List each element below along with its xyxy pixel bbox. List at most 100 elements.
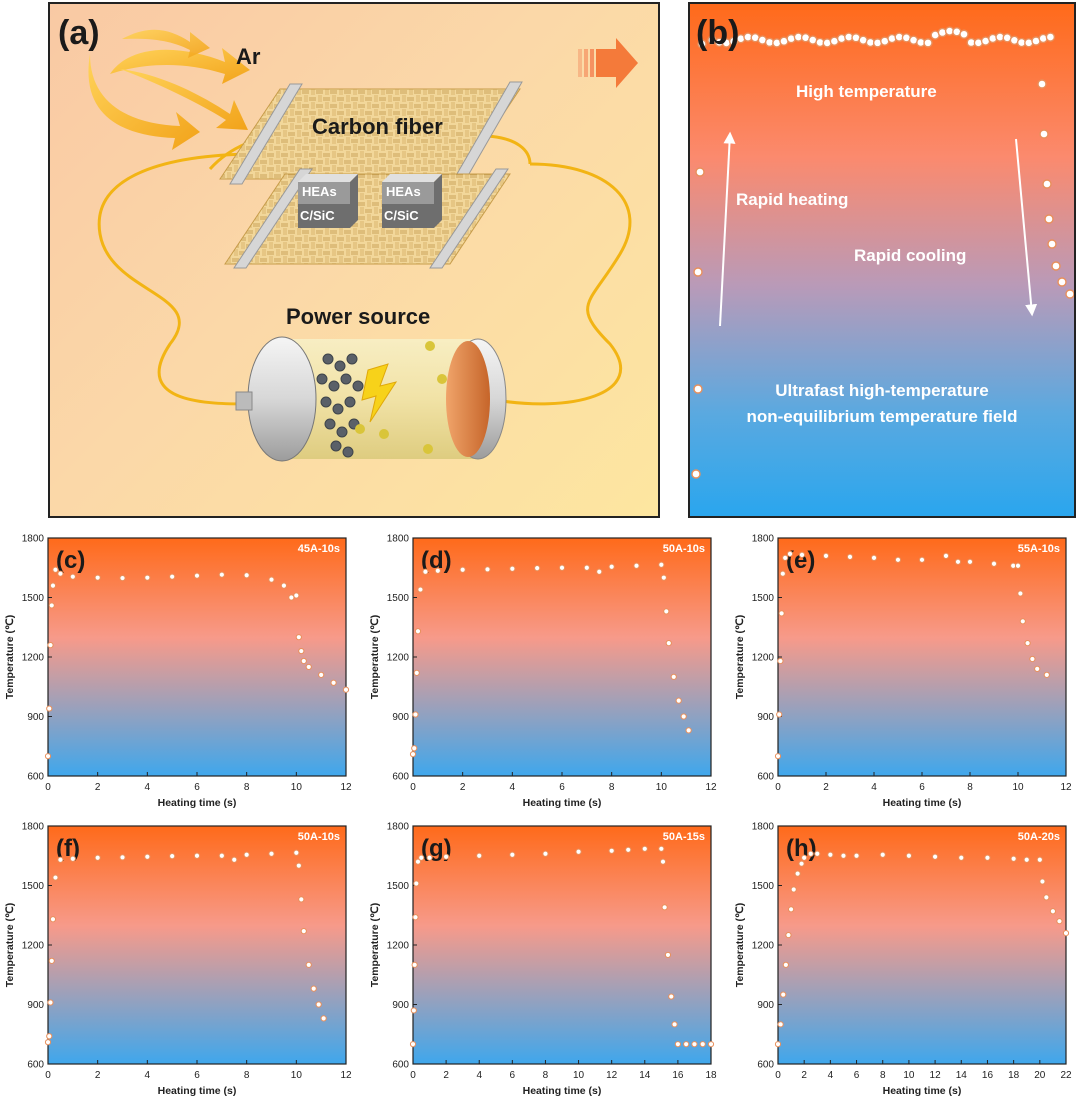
x-tick-label: 12 xyxy=(1060,782,1072,793)
data-point xyxy=(509,851,516,858)
y-tick-label: 1500 xyxy=(22,881,45,892)
temperature-field-line-2: non-equilibrium temperature field xyxy=(746,407,1018,426)
data-point xyxy=(298,647,305,655)
x-tick-label: 6 xyxy=(510,1070,516,1081)
y-tick-label: 1200 xyxy=(752,653,775,664)
panel-b-marker xyxy=(923,38,933,48)
data-point xyxy=(675,697,682,704)
data-point xyxy=(782,961,789,968)
data-point xyxy=(295,862,302,869)
data-point xyxy=(596,568,603,575)
data-point xyxy=(409,1041,417,1048)
data-point xyxy=(243,851,250,858)
sample-block-2 xyxy=(382,174,442,228)
gas-label: Ar xyxy=(236,44,261,69)
y-tick-label: 600 xyxy=(392,1060,409,1071)
data-point xyxy=(966,558,974,565)
x-tick-label: 2 xyxy=(460,782,466,793)
x-tick-label: 0 xyxy=(410,1070,416,1081)
data-point xyxy=(1029,655,1036,663)
data-point xyxy=(668,993,675,1000)
y-tick-label: 1200 xyxy=(387,941,410,952)
data-point xyxy=(990,560,998,567)
y-tick-label: 600 xyxy=(392,772,409,783)
data-point xyxy=(670,673,677,680)
condition-label: 50A-10s xyxy=(298,831,340,843)
x-tick-label: 14 xyxy=(639,1070,651,1081)
y-axis-label: Temperature (℃) xyxy=(734,903,746,988)
data-point xyxy=(778,610,785,617)
x-tick-label: 8 xyxy=(609,782,615,793)
y-tick-label: 1500 xyxy=(752,593,775,604)
panel-b-data-markers xyxy=(691,26,1074,479)
data-point xyxy=(342,686,350,693)
data-point xyxy=(413,880,420,887)
data-point xyxy=(52,874,59,881)
carbon-fiber-sheet-lower xyxy=(224,168,511,269)
condition-label: 50A-15s xyxy=(663,831,705,843)
data-point xyxy=(305,961,312,968)
data-point xyxy=(1043,894,1050,901)
rapid-cooling-arrow xyxy=(1015,138,1038,317)
data-point xyxy=(658,845,665,852)
sample-1-top-label: HEAs xyxy=(302,184,337,199)
y-tick-label: 1800 xyxy=(752,822,775,833)
data-point xyxy=(414,858,422,865)
data-point xyxy=(47,642,54,649)
data-point xyxy=(790,886,797,893)
data-point xyxy=(776,711,783,718)
plot-area xyxy=(777,537,1067,777)
y-tick-label: 1200 xyxy=(22,653,45,664)
data-point xyxy=(57,570,64,577)
x-tick-label: 14 xyxy=(956,1070,968,1081)
data-point xyxy=(894,556,902,563)
data-point xyxy=(305,663,312,671)
data-point xyxy=(660,574,667,581)
data-point xyxy=(777,657,784,665)
data-point xyxy=(1010,855,1017,862)
data-point xyxy=(801,854,808,861)
data-point xyxy=(827,851,834,858)
data-point xyxy=(509,565,516,572)
data-point xyxy=(443,853,450,860)
data-point xyxy=(1034,665,1041,672)
power-source-cylinder xyxy=(235,336,507,462)
data-point xyxy=(411,745,418,752)
x-tick-label: 12 xyxy=(340,782,352,793)
y-tick-label: 600 xyxy=(27,1060,44,1071)
panel-b-marker xyxy=(1045,32,1056,42)
data-point xyxy=(779,570,786,577)
panel-a-schematic: (a) Ar Carbon fiber HEAs C/SiC HEAs C/Si… xyxy=(48,2,660,518)
panel-b-marker xyxy=(1039,129,1049,139)
data-point xyxy=(822,552,830,559)
x-tick-label: 4 xyxy=(145,782,151,793)
data-point xyxy=(410,1007,417,1014)
y-tick-label: 1200 xyxy=(752,941,775,952)
power-source-label: Power source xyxy=(286,304,431,329)
data-point xyxy=(1036,856,1043,863)
carbon-fiber-label: Carbon fiber xyxy=(312,114,443,139)
x-tick-label: 0 xyxy=(45,1070,51,1081)
data-point xyxy=(1024,640,1031,647)
chart-c: 0 2 4 6 8 10 12 600 900 1200 1500 1800 Heating time … xyxy=(4,534,352,810)
data-point xyxy=(659,858,667,865)
data-point xyxy=(608,563,615,570)
y-tick-label: 1800 xyxy=(22,822,45,833)
data-point xyxy=(422,568,429,575)
y-tick-label: 900 xyxy=(392,712,409,723)
y-tick-label: 600 xyxy=(757,772,774,783)
data-point xyxy=(794,870,801,877)
data-point xyxy=(853,852,860,859)
x-tick-label: 10 xyxy=(291,782,303,793)
plot-area xyxy=(47,825,347,1065)
data-point xyxy=(1062,930,1070,937)
data-point xyxy=(780,991,787,998)
carbon-fiber-sheet-upper xyxy=(219,81,523,187)
y-tick-label: 1800 xyxy=(387,822,410,833)
x-tick-label: 8 xyxy=(244,782,250,793)
x-tick-label: 2 xyxy=(443,1070,449,1081)
x-tick-label: 6 xyxy=(194,782,200,793)
x-tick-label: 16 xyxy=(672,1070,684,1081)
data-point xyxy=(193,852,201,859)
data-point xyxy=(1049,908,1057,915)
